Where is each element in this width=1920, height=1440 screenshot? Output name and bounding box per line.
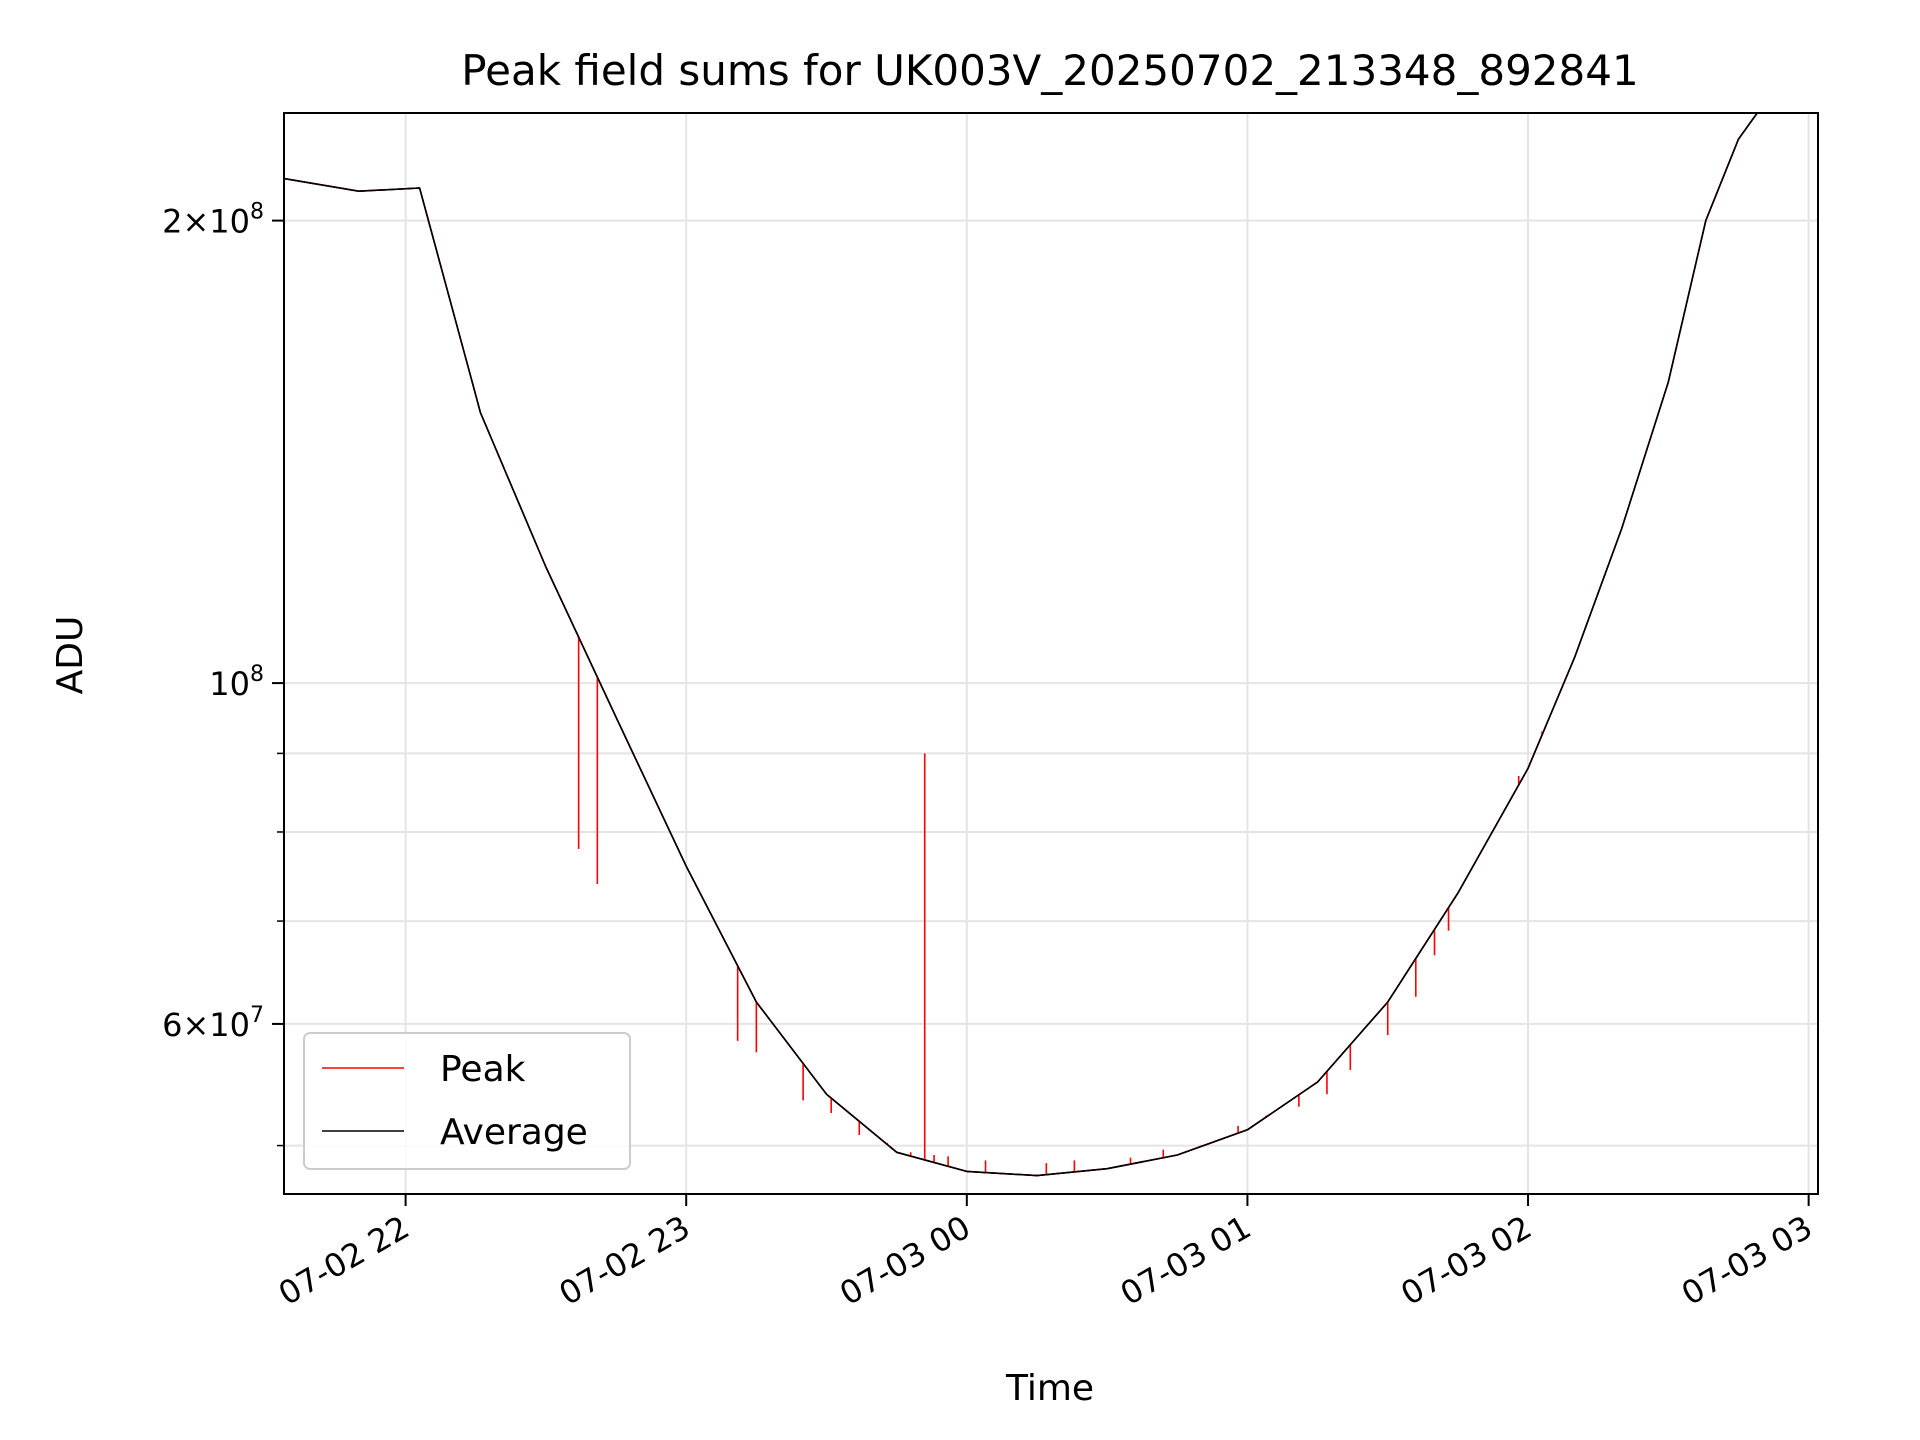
gridlines [284,113,1818,1194]
x-tick-label: 07-03 00 [833,1208,977,1313]
plot-frame [283,112,1819,1195]
x-tick-label: 07-02 23 [553,1208,697,1313]
x-tick-label: 07-03 02 [1394,1208,1538,1313]
y-tick-label: 2×108 [162,200,264,241]
legend-box [303,1032,631,1170]
y-tick-label: 6×107 [162,1003,264,1044]
x-tick-label: 07-02 22 [272,1208,416,1313]
x-tick-label: 07-03 03 [1675,1208,1819,1313]
legend: Peak Average [303,1032,631,1170]
legend-label-average: Average [440,1112,588,1153]
series-line-peak [284,113,1758,1177]
chart-title: Peak field sums for UK003V_20250702_2133… [461,46,1638,95]
y-tick-label: 108 [209,662,264,703]
plot-lines [284,113,1758,1177]
x-axis-label: Time [1005,1368,1094,1409]
x-tick-label: 07-03 01 [1114,1208,1258,1313]
series-line-average-top [284,113,1758,1177]
y-axis-label: ADU [50,616,91,695]
series-line-average [284,113,1758,1177]
legend-label-peak: Peak [440,1049,526,1090]
